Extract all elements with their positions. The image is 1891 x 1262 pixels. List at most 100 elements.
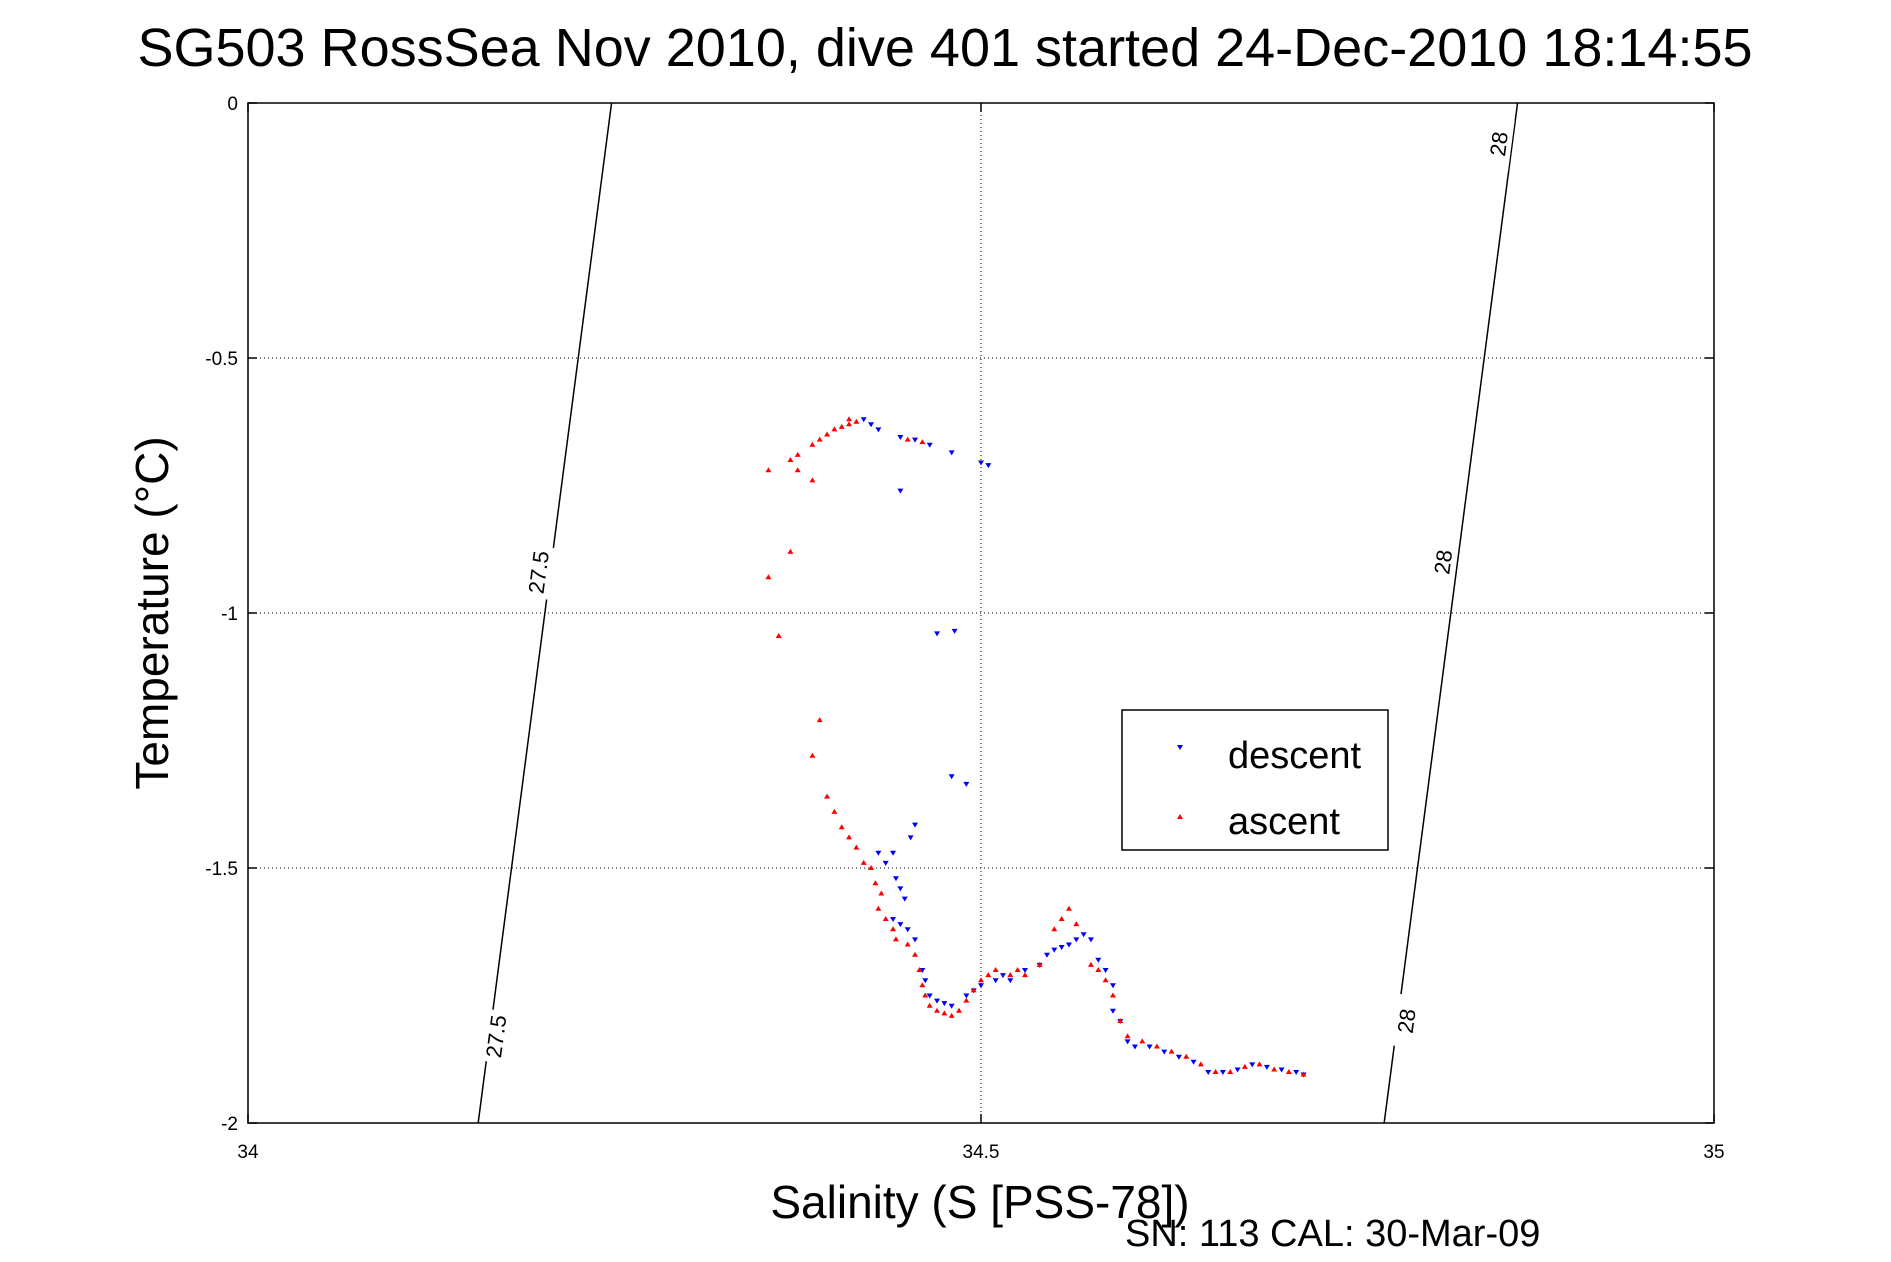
descent-point — [1109, 1008, 1116, 1014]
ascent-point — [978, 977, 984, 983]
ascent-point — [1139, 1038, 1146, 1044]
ascent-point — [1095, 967, 1102, 972]
ascent-point — [1300, 1071, 1307, 1077]
ascent-point — [868, 865, 875, 870]
descent-point — [1124, 1039, 1131, 1045]
descent-point — [985, 463, 992, 469]
ascent-point — [985, 972, 992, 978]
y-tick-label: -2 — [221, 1114, 238, 1135]
ascent-point — [809, 477, 816, 483]
descent-point — [1234, 1067, 1241, 1073]
descent-point — [1205, 1070, 1212, 1075]
descent-point — [941, 1001, 948, 1007]
ascent-point — [882, 916, 889, 921]
ascent-point — [1102, 977, 1109, 983]
ascent-point — [831, 808, 838, 814]
descent-point — [860, 417, 867, 423]
ascent-point — [878, 890, 885, 896]
ascent-point — [794, 451, 801, 457]
descent-point — [1043, 952, 1050, 958]
x-axis-label: Salinity (S [PSS-78]) — [770, 1176, 1189, 1228]
ascent-point — [963, 997, 970, 1003]
ascent-point — [816, 436, 823, 442]
descent-point — [875, 427, 882, 433]
x-tick-label: 34 — [237, 1142, 259, 1163]
descent-point — [1087, 937, 1094, 943]
descent-point — [951, 628, 958, 634]
y-axis-label: Temperature (°C) — [126, 436, 178, 789]
ascent-point — [1227, 1069, 1234, 1074]
descent-point — [904, 927, 911, 933]
descent-point — [919, 968, 926, 973]
descent-point — [922, 978, 929, 984]
ascent-point — [787, 548, 794, 554]
descent-point — [1190, 1059, 1197, 1065]
ascent-point — [816, 717, 823, 723]
ascent-point — [916, 967, 923, 972]
descent-point — [875, 850, 882, 856]
ascent-point — [860, 859, 867, 865]
descent-point — [1007, 978, 1014, 984]
ascent-point — [992, 967, 999, 972]
descent-point — [978, 460, 984, 466]
descent-point — [890, 917, 897, 922]
ascent-point — [775, 632, 782, 638]
descent-point — [926, 442, 933, 448]
ascent-point — [934, 1007, 941, 1013]
descent-point — [948, 450, 955, 456]
ascent-point — [831, 426, 838, 432]
y-tick-label: 0 — [227, 94, 238, 115]
ascent-point — [787, 457, 794, 462]
descent-point — [882, 860, 889, 866]
ascent-point — [824, 793, 831, 799]
descent-point — [1080, 932, 1087, 938]
ascent-point — [838, 423, 845, 429]
ascent-point — [1124, 1033, 1131, 1039]
ascent-point — [838, 824, 845, 830]
ascent-point — [1014, 967, 1021, 972]
descent-point — [948, 1003, 955, 1009]
contour-line — [477, 102, 613, 1124]
contour-label: 28 — [1393, 1007, 1421, 1035]
descent-point — [901, 896, 908, 902]
ascent-point — [919, 982, 926, 988]
ascent-point — [809, 441, 816, 447]
ascent-point — [846, 421, 853, 427]
descent-point — [907, 835, 914, 841]
contour-line — [1383, 102, 1519, 1124]
descent-point — [897, 435, 904, 441]
descent-point — [1065, 942, 1072, 948]
ascent-point — [941, 1010, 948, 1016]
ascent-point — [904, 941, 911, 947]
contour-label-bg — [522, 544, 555, 600]
chart-title: SG503 RossSea Nov 2010, dive 401 started… — [137, 18, 1752, 78]
y-tick-label: -1.5 — [205, 859, 238, 880]
ascent-point — [1051, 926, 1058, 932]
x-axis-ticks: 34 34.5 35 — [237, 103, 1725, 1163]
legend-ascent-label: ascent — [1228, 801, 1340, 843]
y-tick-label: -1 — [221, 604, 238, 625]
ascent-point — [853, 418, 860, 424]
descent-point — [992, 978, 999, 984]
descent-point — [926, 993, 933, 999]
descent-point — [1161, 1049, 1168, 1055]
y-axis-ticks: 0 -0.5 -1 -1.5 -2 — [205, 94, 1714, 1135]
ascent-point — [1183, 1053, 1190, 1059]
ascent-point — [1058, 916, 1065, 921]
ascent-point — [948, 1012, 955, 1018]
descent-point — [1109, 983, 1116, 989]
ascent-point — [765, 574, 772, 580]
descent-point — [1219, 1070, 1226, 1075]
descent-point — [978, 983, 984, 989]
ascent-point — [1021, 972, 1028, 978]
descent-point — [1263, 1064, 1270, 1070]
ascent-point — [892, 936, 899, 942]
ascent-point — [1197, 1061, 1204, 1067]
ascent-point — [794, 467, 801, 473]
ascent-point — [1117, 1018, 1124, 1023]
ascent-point — [1256, 1061, 1263, 1067]
ascent-point — [912, 951, 919, 957]
contour-label-bg — [1389, 993, 1423, 1049]
ascent-point — [1065, 905, 1072, 911]
